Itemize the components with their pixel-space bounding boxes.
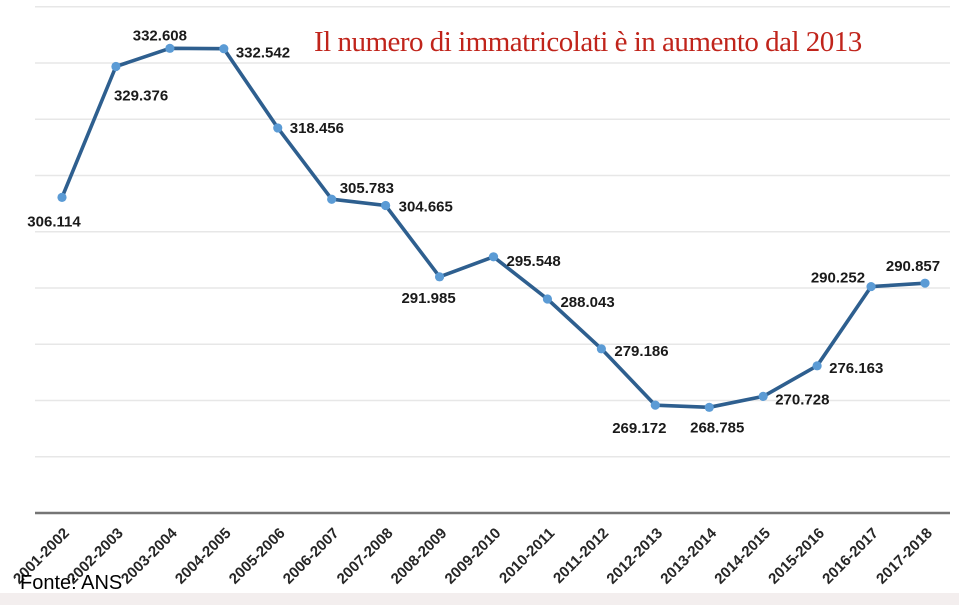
data-point-marker xyxy=(812,361,822,371)
source-label: Fonte: ANS xyxy=(20,572,123,594)
data-point-label: 288.043 xyxy=(560,294,614,311)
data-point-label: 318.456 xyxy=(290,120,344,137)
data-point-label: 276.163 xyxy=(829,360,883,377)
data-point-label: 332.608 xyxy=(133,27,187,44)
x-tick-label: 2013-2014 xyxy=(657,524,720,587)
x-tick-label: 2014-2015 xyxy=(711,525,774,588)
data-point-marker xyxy=(111,61,121,72)
data-point-label: 270.728 xyxy=(775,391,829,408)
x-tick-label: 2009-2010 xyxy=(442,525,505,588)
data-point-marker xyxy=(327,194,337,204)
data-point-marker xyxy=(488,252,499,262)
x-tick-label: 2015-2016 xyxy=(765,525,828,588)
x-tick-label: 2005-2006 xyxy=(226,525,289,588)
data-point-marker xyxy=(596,344,606,354)
x-tick-label: 2006-2007 xyxy=(280,525,343,588)
data-point-marker xyxy=(758,391,768,402)
x-tick-label: 2012-2013 xyxy=(603,525,666,588)
data-point-marker xyxy=(219,44,229,54)
x-tick-label: 2008-2009 xyxy=(388,525,451,588)
x-tick-label: 2004-2005 xyxy=(172,525,235,588)
data-point-label: 269.172 xyxy=(612,420,666,437)
x-tick-label: 2003-2004 xyxy=(118,524,181,587)
data-point-marker xyxy=(165,43,175,53)
data-point-marker xyxy=(381,200,391,211)
data-point-marker xyxy=(650,400,660,410)
data-point-marker xyxy=(273,123,283,133)
data-point-label: 329.376 xyxy=(114,88,168,105)
data-point-label: 279.186 xyxy=(614,343,668,360)
data-point-label: 290.857 xyxy=(886,258,940,275)
x-tick-label: 2016-2017 xyxy=(819,525,882,588)
data-point-label: 304.665 xyxy=(399,199,453,216)
data-series-line xyxy=(60,46,927,410)
data-point-label: 291.985 xyxy=(401,290,455,307)
x-tick-label: 2010-2011 xyxy=(496,525,558,587)
data-point-marker xyxy=(542,294,553,304)
x-tick-label: 2007-2008 xyxy=(334,525,397,588)
data-point-marker xyxy=(57,192,67,202)
data-point-label: 306.114 xyxy=(27,213,81,230)
data-point-marker xyxy=(866,281,876,292)
x-tick-label: 2011-2012 xyxy=(550,525,612,587)
data-point-label: 295.548 xyxy=(507,253,561,270)
x-tick-label: 2017-2018 xyxy=(873,525,936,588)
data-point-label: 305.783 xyxy=(340,180,394,197)
data-point-marker xyxy=(704,402,714,412)
data-point-label: 290.252 xyxy=(811,270,865,287)
chart-title: Il numero di immatricolati è in aumento … xyxy=(314,26,862,58)
data-point-marker xyxy=(434,272,445,282)
bottom-accent-strip xyxy=(0,593,959,605)
data-point-label: 268.785 xyxy=(690,419,744,436)
data-point-label: 332.542 xyxy=(236,45,290,62)
data-point-marker xyxy=(920,278,930,288)
